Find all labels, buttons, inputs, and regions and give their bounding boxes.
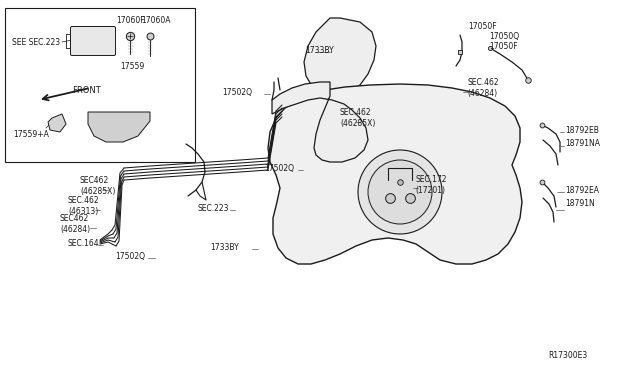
Text: SEC.462
(46313): SEC.462 (46313)	[68, 196, 100, 216]
Text: SEC462
(46285X): SEC462 (46285X)	[80, 176, 115, 196]
Text: 1733BY: 1733BY	[210, 243, 239, 251]
Text: FRONT: FRONT	[72, 86, 100, 94]
Polygon shape	[304, 18, 376, 96]
FancyBboxPatch shape	[70, 26, 115, 55]
Text: 17502Q: 17502Q	[264, 164, 294, 173]
Text: 17559+A: 17559+A	[13, 129, 49, 138]
Polygon shape	[268, 84, 522, 264]
Text: 18791N: 18791N	[565, 199, 595, 208]
Circle shape	[368, 160, 432, 224]
Text: R17300E3: R17300E3	[548, 352, 588, 360]
Text: 17502Q: 17502Q	[115, 251, 145, 260]
Text: SEC.164: SEC.164	[68, 238, 100, 247]
Polygon shape	[272, 82, 368, 162]
Polygon shape	[88, 112, 150, 142]
Text: 17060F: 17060F	[116, 16, 145, 25]
Text: 17050Q: 17050Q	[489, 32, 519, 41]
Text: 17502Q: 17502Q	[222, 87, 252, 96]
Text: 17050F: 17050F	[468, 22, 497, 31]
Text: SEC462
(46284): SEC462 (46284)	[60, 214, 90, 234]
Text: 17559: 17559	[120, 61, 144, 71]
Text: SEE SEC.223: SEE SEC.223	[12, 38, 60, 46]
Circle shape	[358, 150, 442, 234]
Text: 17050F: 17050F	[489, 42, 518, 51]
Polygon shape	[48, 114, 66, 132]
Text: 18792EA: 18792EA	[565, 186, 599, 195]
Text: 1733BY: 1733BY	[305, 45, 333, 55]
Text: SEC.462
(46285X): SEC.462 (46285X)	[340, 108, 376, 128]
Bar	[5, 8, 195, 162]
Text: SEC.172
(17201): SEC.172 (17201)	[415, 175, 447, 195]
Text: 17060A: 17060A	[141, 16, 170, 25]
Text: SEC.223: SEC.223	[198, 203, 230, 212]
Text: SEC.462
(46284): SEC.462 (46284)	[467, 78, 499, 98]
Text: 18791NA: 18791NA	[565, 138, 600, 148]
Text: 18792EB: 18792EB	[565, 125, 599, 135]
